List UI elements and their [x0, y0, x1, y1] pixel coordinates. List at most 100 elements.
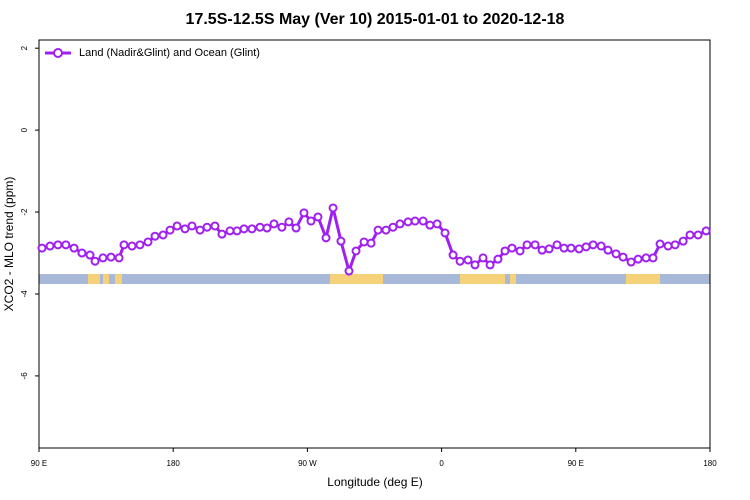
- data-point: [172, 221, 182, 231]
- y-tick-label: -4: [20, 290, 29, 298]
- data-point: [388, 222, 398, 232]
- data-point: [127, 241, 137, 251]
- y-tick-label: 2: [20, 45, 29, 50]
- data-point: [336, 236, 346, 246]
- data-point: [448, 250, 458, 260]
- data-point: [187, 221, 197, 231]
- data-point: [678, 236, 688, 246]
- data-point: [559, 243, 569, 253]
- data-point: [77, 248, 87, 258]
- data-point: [180, 224, 190, 234]
- data-point: [463, 255, 473, 265]
- data-point: [410, 216, 420, 226]
- data-point: [530, 240, 540, 250]
- x-tick-label: 90 W: [298, 459, 317, 468]
- data-point: [648, 253, 658, 263]
- data-point: [552, 240, 562, 250]
- x-tick-label: 90 E: [568, 459, 584, 468]
- y-tick-label: -6: [20, 372, 29, 380]
- data-point: [150, 231, 160, 241]
- data-point: [351, 246, 361, 256]
- data-point: [693, 230, 703, 240]
- land-ocean-band: [39, 274, 710, 284]
- data-point: [143, 237, 153, 247]
- data-point: [581, 242, 591, 252]
- x-tick-label: 180: [167, 459, 181, 468]
- data-point: [537, 245, 547, 255]
- data-point: [69, 243, 79, 253]
- data-point: [485, 260, 495, 270]
- x-tick-label: 90 E: [31, 459, 47, 468]
- data-point: [403, 217, 413, 227]
- data-point: [277, 222, 287, 232]
- data-point: [53, 240, 63, 250]
- data-point: [425, 220, 435, 230]
- data-point: [522, 240, 532, 250]
- data-point: [701, 226, 711, 236]
- data-point: [670, 240, 680, 250]
- data-point: [366, 238, 376, 248]
- data-point: [663, 241, 673, 251]
- data-point: [119, 240, 129, 250]
- data-point: [328, 203, 338, 213]
- y-axis-label: XCO2 - MLO trend (ppm): [2, 177, 16, 312]
- data-point: [239, 224, 249, 234]
- land-patch: [103, 274, 109, 284]
- data-point: [470, 260, 480, 270]
- data-point: [291, 223, 301, 233]
- data-point: [61, 240, 71, 250]
- land-patch: [88, 274, 100, 284]
- data-point: [626, 257, 636, 267]
- x-tick-label: 0: [439, 459, 444, 468]
- data-point: [202, 222, 212, 232]
- data-point: [373, 225, 383, 235]
- data-point: [306, 216, 316, 226]
- data-point: [478, 253, 488, 263]
- data-point: [440, 228, 450, 238]
- data-point: [359, 237, 369, 247]
- y-tick-label: 0: [20, 127, 29, 132]
- data-point: [611, 249, 621, 259]
- legend-label: Land (Nadir&Glint) and Ocean (Glint): [79, 47, 260, 59]
- land-patch: [460, 274, 505, 284]
- data-point: [455, 256, 465, 266]
- data-point: [85, 250, 95, 260]
- land-patch: [510, 274, 516, 284]
- data-point: [255, 222, 265, 232]
- data-point: [284, 217, 294, 227]
- data-point: [225, 226, 235, 236]
- y-tick-label: -2: [20, 208, 29, 216]
- data-point: [158, 230, 168, 240]
- data-point: [269, 219, 279, 229]
- x-axis-label: Longitude (deg E): [327, 475, 422, 489]
- data-point: [90, 256, 100, 266]
- legend-marker: [53, 48, 63, 58]
- data-point: [344, 266, 354, 276]
- data-point: [603, 245, 613, 255]
- data-point: [493, 254, 503, 264]
- plot-frame: [38, 39, 711, 449]
- data-point: [418, 216, 428, 226]
- data-point: [217, 229, 227, 239]
- data-point: [262, 223, 272, 233]
- data-point: [210, 221, 220, 231]
- data-point: [247, 224, 257, 234]
- data-point: [432, 219, 442, 229]
- data-point: [135, 240, 145, 250]
- land-patch: [115, 274, 122, 284]
- land-patch: [330, 274, 383, 284]
- land-patch: [626, 274, 660, 284]
- data-point: [313, 212, 323, 222]
- data-point: [641, 253, 651, 263]
- data-point: [381, 225, 391, 235]
- data-point: [566, 243, 576, 253]
- data-point: [37, 243, 47, 253]
- data-point: [114, 253, 124, 263]
- data-point: [165, 225, 175, 235]
- data-point: [596, 241, 606, 251]
- x-tick-label: 180: [703, 459, 717, 468]
- data-point: [232, 226, 242, 236]
- data-point: [98, 253, 108, 263]
